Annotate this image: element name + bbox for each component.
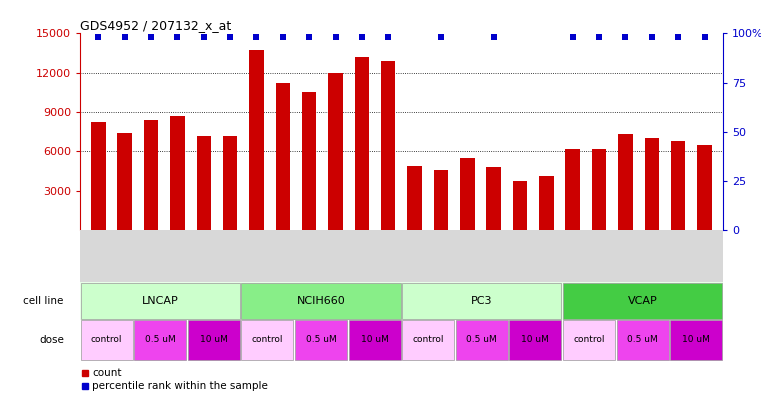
Text: LNCAP: LNCAP	[142, 296, 179, 306]
Text: PC3: PC3	[471, 296, 492, 306]
Bar	[355, 57, 369, 230]
Text: GDS4952 / 207132_x_at: GDS4952 / 207132_x_at	[80, 19, 231, 32]
Bar	[670, 320, 722, 360]
Bar	[80, 282, 723, 320]
Text: control: control	[573, 336, 605, 345]
Text: 0.5 uM: 0.5 uM	[627, 336, 658, 345]
Text: 0.5 uM: 0.5 uM	[306, 336, 336, 345]
Text: 10 uM: 10 uM	[521, 336, 549, 345]
Bar	[302, 92, 317, 230]
Bar	[645, 138, 659, 230]
Bar	[295, 320, 347, 360]
Bar	[434, 170, 448, 230]
Bar	[539, 176, 553, 230]
Text: dose: dose	[39, 335, 64, 345]
Text: NCIH660: NCIH660	[297, 296, 345, 306]
Text: cell line: cell line	[24, 296, 64, 306]
Text: control: control	[412, 336, 444, 345]
Text: count: count	[92, 368, 122, 378]
Text: control: control	[252, 336, 283, 345]
Bar	[671, 141, 686, 230]
Bar	[91, 123, 106, 230]
Bar	[241, 320, 294, 360]
Bar	[81, 283, 240, 319]
Bar	[381, 61, 396, 230]
Bar	[328, 73, 342, 230]
Bar	[616, 320, 669, 360]
Bar	[407, 166, 422, 230]
Text: 0.5 uM: 0.5 uM	[466, 336, 497, 345]
Bar	[697, 145, 712, 230]
Bar	[403, 320, 454, 360]
Bar	[250, 50, 264, 230]
Bar	[486, 167, 501, 230]
Bar	[223, 136, 237, 230]
Text: 0.5 uM: 0.5 uM	[145, 336, 176, 345]
Text: 10 uM: 10 uM	[200, 336, 228, 345]
Bar	[565, 149, 580, 230]
Text: VCAP: VCAP	[628, 296, 658, 306]
Bar	[134, 320, 186, 360]
Bar	[196, 136, 211, 230]
Bar	[403, 283, 562, 319]
Bar	[81, 320, 132, 360]
Bar	[509, 320, 562, 360]
Bar	[563, 320, 615, 360]
Bar	[563, 283, 722, 319]
Text: control: control	[91, 336, 123, 345]
Text: percentile rank within the sample: percentile rank within the sample	[92, 382, 268, 391]
Bar	[456, 320, 508, 360]
Bar	[460, 158, 475, 230]
Bar	[513, 182, 527, 230]
Bar	[170, 116, 185, 230]
Bar	[188, 320, 240, 360]
Text: 10 uM: 10 uM	[361, 336, 389, 345]
Bar	[117, 133, 132, 230]
Bar	[618, 134, 632, 230]
Bar	[144, 120, 158, 230]
Bar	[592, 149, 607, 230]
Text: 10 uM: 10 uM	[682, 336, 710, 345]
Bar	[275, 83, 290, 230]
Bar	[349, 320, 400, 360]
Bar	[80, 230, 723, 282]
Bar	[241, 283, 400, 319]
